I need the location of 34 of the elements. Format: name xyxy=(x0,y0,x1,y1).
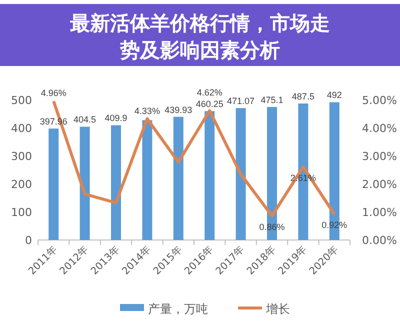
data-label: 409.9 xyxy=(104,113,128,124)
data-label: 492 xyxy=(326,90,342,100)
data-label: 475.1 xyxy=(260,94,284,105)
chart-title: 最新活体羊价格行情，市场走势及影响因素分析 xyxy=(69,11,330,62)
y-tick-label: 500 xyxy=(11,94,32,107)
bar xyxy=(236,108,246,240)
y-tick-label: 100 xyxy=(11,206,32,219)
y-tick-label: 300 xyxy=(11,150,32,163)
data-label: 4.33% xyxy=(134,106,160,116)
y2-tick-label: 2.00% xyxy=(362,178,397,191)
bar xyxy=(111,125,121,240)
y2-tick-label: 0.00% xyxy=(362,234,397,247)
y-tick-label: 400 xyxy=(11,122,32,135)
data-label: 471.07 xyxy=(227,96,255,106)
bar xyxy=(48,128,59,240)
data-label: 4.96% xyxy=(40,88,66,98)
data-label: 404.5 xyxy=(74,114,96,125)
data-label: 4.62% xyxy=(196,88,222,98)
bar xyxy=(80,126,90,240)
data-label: 460.25 xyxy=(196,99,224,110)
data-label: 487.5 xyxy=(292,92,314,102)
y2-tick-label: 3.00% xyxy=(362,150,397,163)
bar xyxy=(173,116,184,240)
legend-label: 增长 xyxy=(265,302,290,316)
y2-tick-label: 4.00% xyxy=(362,122,397,135)
data-label: 439.93 xyxy=(164,104,192,115)
y2-tick-label: 1.00% xyxy=(362,206,397,219)
legend-label: 产量，万吨 xyxy=(148,302,208,316)
bar xyxy=(204,111,215,240)
y-tick-label: 200 xyxy=(11,178,32,191)
y2-tick-label: 5.00% xyxy=(362,94,397,107)
bar xyxy=(142,120,152,240)
data-label: 2.61% xyxy=(290,172,316,183)
y-tick-label: 0 xyxy=(25,234,32,247)
